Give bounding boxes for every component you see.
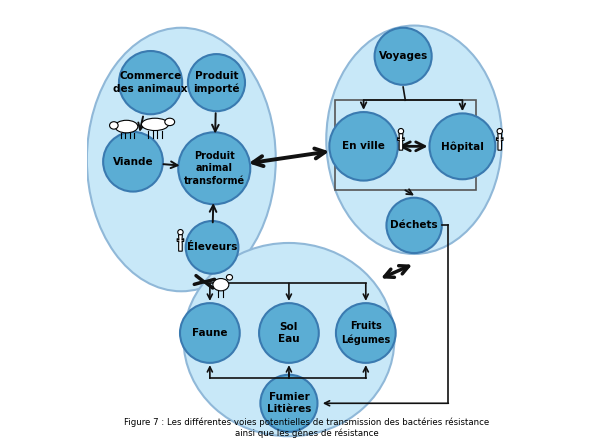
Circle shape [336,303,395,363]
Polygon shape [398,134,404,150]
Circle shape [259,303,319,363]
Text: Faune: Faune [192,328,227,338]
Circle shape [186,221,238,274]
Text: Commerce
des animaux: Commerce des animaux [113,72,188,94]
Circle shape [178,229,183,235]
Ellipse shape [115,120,138,133]
Circle shape [103,132,163,191]
Circle shape [375,28,432,85]
Ellipse shape [87,28,276,291]
Polygon shape [177,235,184,251]
Circle shape [261,375,318,432]
Circle shape [497,129,503,134]
Ellipse shape [165,118,175,126]
Text: Sol
Eau: Sol Eau [278,322,300,344]
Ellipse shape [213,278,229,291]
Circle shape [398,129,403,134]
Text: Fumier
Litières: Fumier Litières [267,392,311,415]
Text: En ville: En ville [342,141,385,151]
Text: Viande: Viande [113,157,153,167]
Ellipse shape [226,274,232,280]
Circle shape [119,51,182,114]
Text: Fruits
Légumes: Fruits Légumes [341,321,390,344]
Text: Voyages: Voyages [378,51,428,61]
Circle shape [188,54,245,111]
Ellipse shape [183,243,394,436]
Ellipse shape [326,26,502,254]
Ellipse shape [110,122,118,129]
Text: Figure 7 : Les différentes voies potentielles de transmission des bactéries rési: Figure 7 : Les différentes voies potenti… [124,418,489,438]
Circle shape [180,303,240,363]
Text: Déchets: Déchets [390,221,438,230]
Circle shape [329,112,398,181]
Ellipse shape [142,118,169,130]
Circle shape [430,114,495,179]
Circle shape [386,198,442,253]
Text: Hôpital: Hôpital [441,141,484,152]
Circle shape [178,132,250,204]
Polygon shape [497,134,503,150]
Text: Produit
animal
transformé: Produit animal transformé [184,151,245,186]
Text: Éleveurs: Éleveurs [187,242,237,252]
Text: Produit
importé: Produit importé [193,71,240,94]
Bar [335,100,476,190]
